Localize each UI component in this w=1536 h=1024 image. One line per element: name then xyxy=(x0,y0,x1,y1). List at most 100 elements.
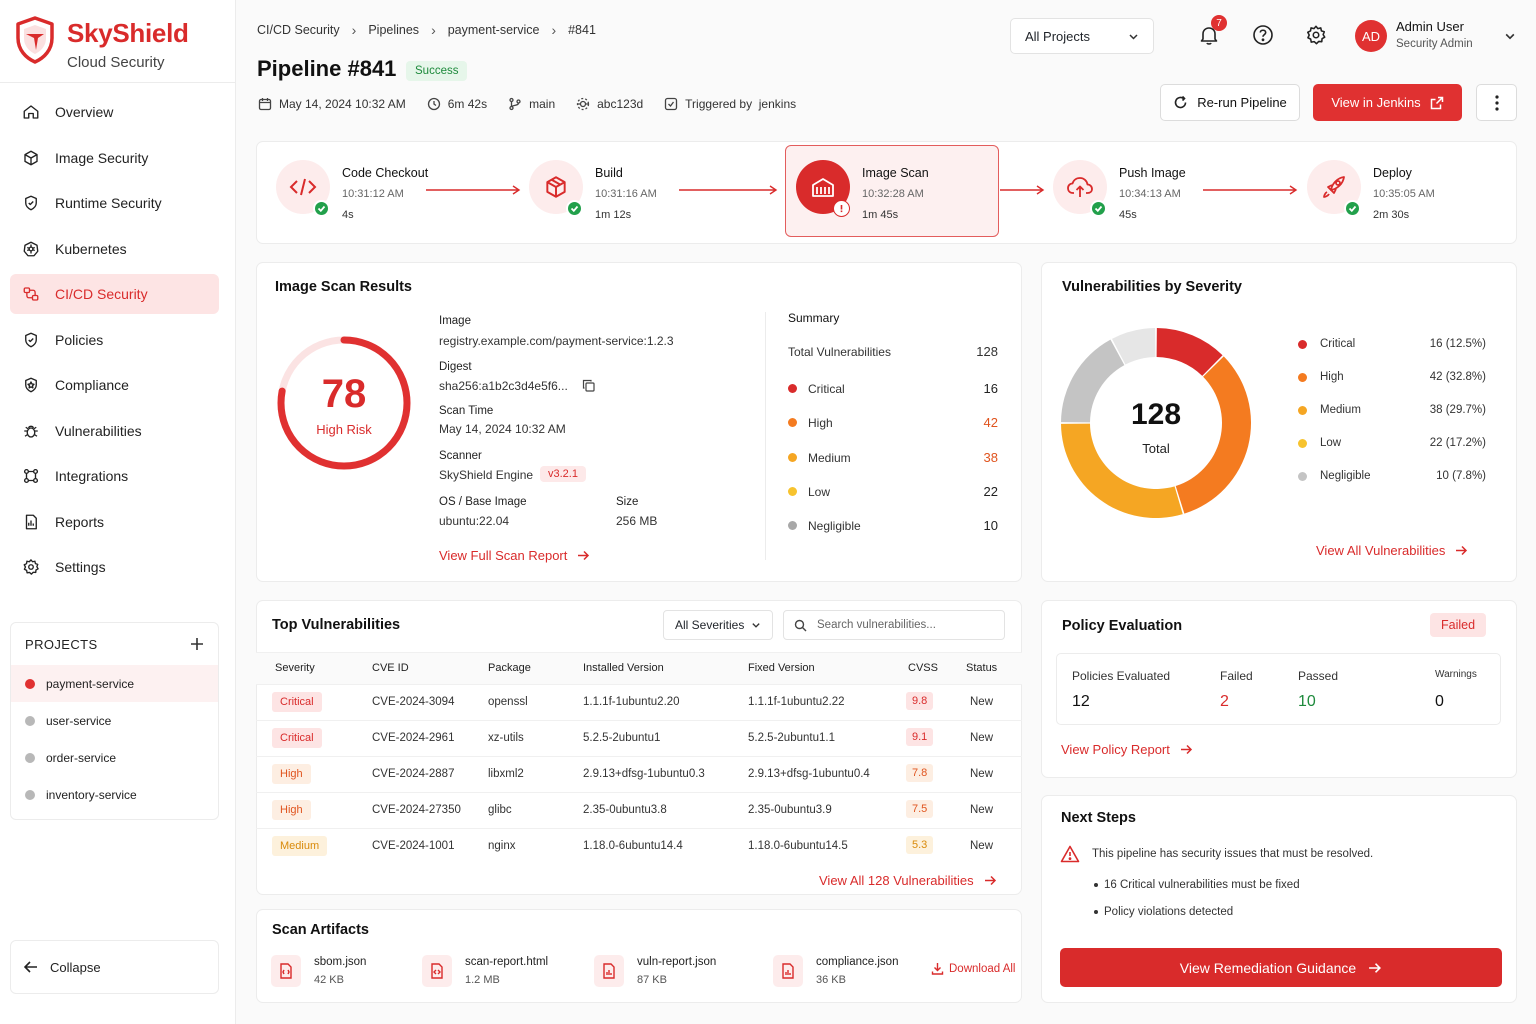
collapse-button[interactable]: Collapse xyxy=(10,940,219,994)
brand-logo[interactable]: SkyShield Cloud Security xyxy=(14,14,224,76)
view-policy-report-link[interactable]: View Policy Report xyxy=(1061,742,1193,757)
sidebar-item-label: Reports xyxy=(55,513,105,530)
table-row[interactable]: Critical CVE-2024-3094 openssl 1.1.1f-1u… xyxy=(256,684,1022,720)
sidebar-item-overview[interactable]: Overview xyxy=(10,92,219,132)
severity-count: 22 xyxy=(983,484,998,499)
donut-slice-medium[interactable] xyxy=(1061,423,1183,518)
breadcrumb-item[interactable]: CI/CD Security xyxy=(257,23,340,37)
summary-total-row: Total Vulnerabilities 128 xyxy=(788,344,998,359)
view-all-128-vulnerabilities-link[interactable]: View All 128 Vulnerabilities xyxy=(819,873,997,888)
severity-badge: Critical xyxy=(272,728,322,748)
pipeline-meta: May 14, 2024 10:32 AM 6m 42s main abc123… xyxy=(258,97,817,111)
project-item-inventory-service[interactable]: inventory-service xyxy=(11,776,218,813)
search-icon xyxy=(794,619,807,631)
donut-slice-low[interactable] xyxy=(1061,339,1125,423)
project-item-user-service[interactable]: user-service xyxy=(11,702,218,739)
settings-button[interactable] xyxy=(1303,22,1329,48)
rerun-pipeline-button[interactable]: Re-run Pipeline xyxy=(1160,84,1300,121)
breadcrumb-item[interactable]: payment-service xyxy=(447,23,540,37)
donut-slice-critical[interactable] xyxy=(1156,328,1223,376)
git-branch-icon xyxy=(509,97,521,111)
chevron-down-icon[interactable] xyxy=(1504,30,1516,42)
stage-time: 10:32:28 AM xyxy=(862,188,924,200)
severity-filter-select[interactable]: All Severities xyxy=(663,610,773,640)
scanner-value: SkyShield Engine xyxy=(439,468,534,482)
scan-artifacts-title: Scan Artifacts xyxy=(272,922,369,938)
image-scan-results-card xyxy=(256,262,1022,582)
stage-name: Deploy xyxy=(1373,166,1412,180)
check-icon xyxy=(566,200,583,217)
help-button[interactable] xyxy=(1250,22,1276,48)
stage-name: Image Scan xyxy=(862,166,929,180)
severity-count: 16 xyxy=(983,381,998,396)
cvss-score: 9.8 xyxy=(906,692,934,710)
sidebar-item-integrations[interactable]: Integrations xyxy=(10,456,219,496)
sidebar-item-image-security[interactable]: Image Security xyxy=(10,138,219,178)
donut-slice-negligible[interactable] xyxy=(1111,328,1156,365)
table-row[interactable]: Critical CVE-2024-2961 xz-utils 5.2.5-2u… xyxy=(256,720,1022,756)
workflow-icon xyxy=(23,287,39,301)
donut-slice-high[interactable] xyxy=(1175,356,1251,514)
table-row[interactable]: High CVE-2024-27350 glibc 2.35-0ubuntu3.… xyxy=(256,792,1022,828)
copy-icon[interactable] xyxy=(582,379,595,392)
link-label: View All Vulnerabilities xyxy=(1316,543,1446,558)
jenkins-label: View in Jenkins xyxy=(1331,95,1421,110)
summary-row-negligible: Negligible 10 xyxy=(788,518,998,533)
arrow-right-icon xyxy=(578,550,590,561)
git-commit-icon xyxy=(576,97,590,111)
view-all-vulnerabilities-link[interactable]: View All Vulnerabilities xyxy=(1316,543,1468,558)
legend-value: 38 (29.7%) xyxy=(1429,404,1486,416)
legend-label: Critical xyxy=(1320,338,1356,350)
policy-status-badge: Failed xyxy=(1430,613,1487,637)
file-icon xyxy=(271,955,301,987)
avatar[interactable]: AD xyxy=(1355,20,1387,52)
plus-icon[interactable] xyxy=(190,637,204,651)
download-all-button[interactable]: Download All xyxy=(931,962,1015,975)
link-label: View Full Scan Report xyxy=(439,548,568,563)
sidebar-item-kubernetes[interactable]: Kubernetes xyxy=(10,229,219,269)
table-row[interactable]: Medium CVE-2024-1001 nginx 1.18.0-6ubunt… xyxy=(256,828,1022,864)
view-in-jenkins-button[interactable]: View in Jenkins xyxy=(1313,84,1462,121)
total-label: Total Vulnerabilities xyxy=(788,344,891,359)
more-actions-button[interactable] xyxy=(1476,84,1517,121)
shield-logo-icon xyxy=(16,16,54,64)
project-item-payment-service[interactable]: payment-service xyxy=(11,665,218,702)
pipeline-duration: 6m 42s xyxy=(447,97,488,111)
next-steps-message: This pipeline has security issues that m… xyxy=(1092,848,1374,860)
sidebar-item-settings[interactable]: Settings xyxy=(10,547,219,587)
project-select[interactable]: All Projects xyxy=(1010,18,1154,54)
project-item-order-service[interactable]: order-service xyxy=(11,739,218,776)
sidebar-item-reports[interactable]: Reports xyxy=(10,502,219,542)
cube-icon xyxy=(24,150,38,165)
arrow-right-icon xyxy=(984,875,996,886)
view-remediation-guidance-button[interactable]: View Remediation Guidance xyxy=(1060,948,1502,987)
next-step-item: Policy violations detected xyxy=(1094,906,1233,918)
project-label: user-service xyxy=(46,713,112,728)
download-all-label: Download All xyxy=(949,962,1016,975)
notifications-button[interactable] xyxy=(1196,22,1222,48)
table-row[interactable]: High CVE-2024-2887 libxml2 2.9.13+dfsg-1… xyxy=(256,756,1022,792)
severity-dot xyxy=(788,453,797,462)
arrow-left-icon xyxy=(24,961,37,973)
project-status-dot xyxy=(25,678,35,689)
chevron-down-icon xyxy=(752,623,760,628)
sidebar-item-compliance[interactable]: Compliance xyxy=(10,365,219,405)
legend-dot xyxy=(1298,372,1307,382)
view-full-scan-report-link[interactable]: View Full Scan Report xyxy=(439,548,590,563)
breadcrumb-item[interactable]: Pipelines xyxy=(368,23,420,37)
sidebar-item-policies[interactable]: Policies xyxy=(10,320,219,360)
rocket-icon xyxy=(1323,176,1345,198)
column-header: Severity xyxy=(275,662,315,674)
gear-icon xyxy=(23,559,39,575)
sidebar-item-cicd-security[interactable]: CI/CD Security xyxy=(10,274,219,314)
policies-warnings-value: 0 xyxy=(1435,693,1444,710)
vulnerability-search-input[interactable]: Search vulnerabilities... xyxy=(783,610,1005,640)
legend-dot xyxy=(1298,339,1307,349)
stage-time: 10:35:05 AM xyxy=(1373,188,1435,200)
vuln-status: New xyxy=(970,840,994,852)
donut-total-label: Total xyxy=(1142,441,1170,456)
sidebar-item-runtime-security[interactable]: Runtime Security xyxy=(10,183,219,223)
legend-item-critical: Critical 16 (12.5%) xyxy=(1298,338,1486,350)
sidebar-item-vulnerabilities[interactable]: Vulnerabilities xyxy=(10,411,219,451)
risk-score-value: 78 xyxy=(321,372,367,416)
